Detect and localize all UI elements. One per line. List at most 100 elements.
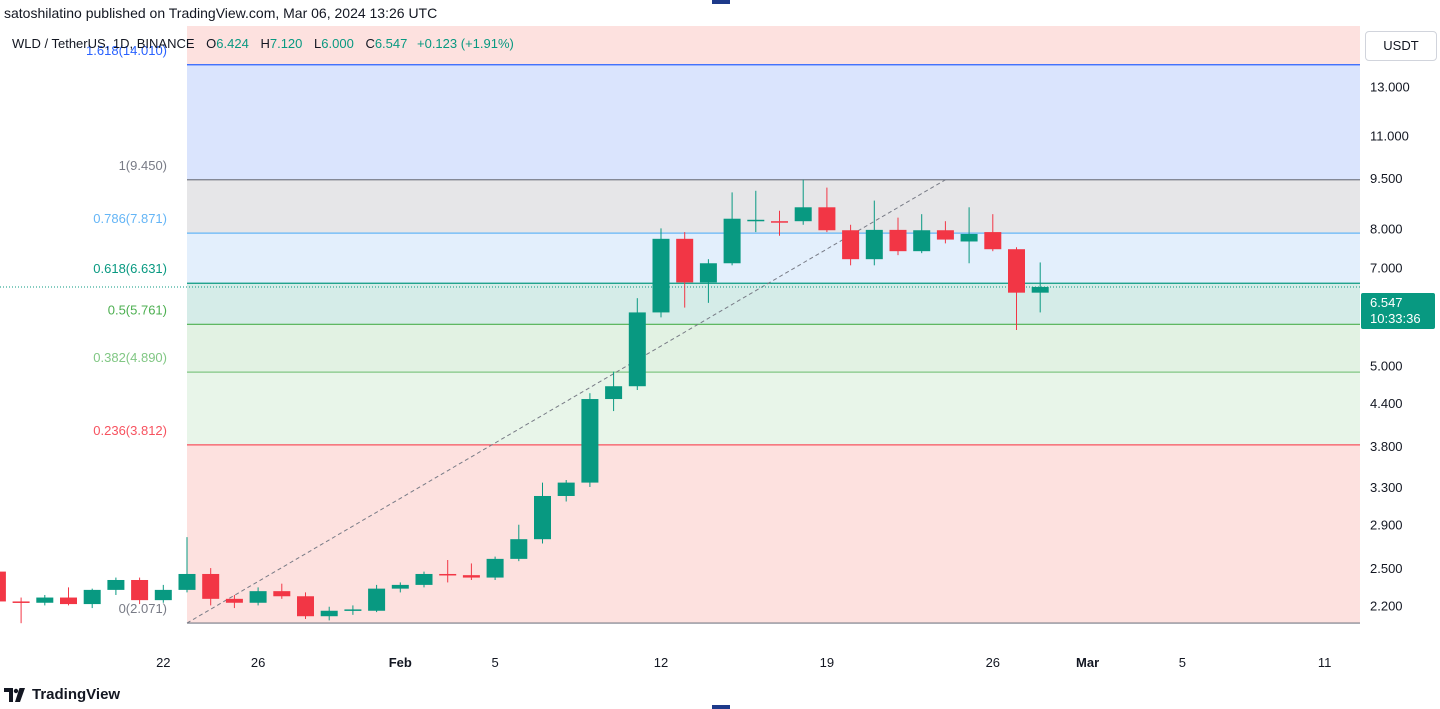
candle-body	[12, 601, 30, 603]
bar-countdown: 10:33:36	[1370, 311, 1421, 326]
candle-body	[368, 588, 386, 611]
candle-body	[1008, 249, 1025, 293]
candle-body	[178, 573, 196, 590]
open-label: O	[206, 36, 217, 51]
symbol-legend: WLD / TetherUS, 1D, BINANCE O6.424 H7.12…	[12, 36, 514, 51]
fib-level-label: 0.236(3.812)	[93, 423, 167, 438]
fib-zone-1	[187, 64, 1360, 180]
candle-body	[249, 591, 267, 603]
candle-body	[747, 219, 765, 222]
candle-body	[628, 312, 646, 387]
time-tick-label: 11	[1318, 655, 1332, 670]
candle-body	[984, 232, 1002, 250]
candle-body	[889, 229, 907, 252]
tradingview-brand: TradingView	[32, 686, 121, 703]
candle-body	[936, 230, 954, 240]
candle-body	[297, 596, 314, 617]
chart-svg[interactable]: 1.618(14.010) 1(9.450) 0.786(7.871) 0.618(6…	[0, 26, 1440, 676]
high-label: H	[260, 36, 270, 51]
last-price-badge: 6.547 10:33:36	[1361, 293, 1435, 329]
top-edge-marker	[712, 0, 730, 4]
currency-selector[interactable]: USDT	[1365, 31, 1437, 61]
candle-body	[605, 386, 623, 400]
last-price-value: 6.547	[1370, 295, 1403, 310]
time-tick-label: Mar	[1076, 655, 1099, 670]
candle-body	[865, 229, 883, 260]
candle-body	[83, 589, 101, 605]
time-tick-label: Feb	[389, 655, 412, 670]
candle-body	[36, 597, 54, 603]
candle-body	[676, 238, 694, 283]
candle-body	[557, 482, 575, 496]
time-tick-label: 19	[820, 655, 834, 670]
candle-body	[202, 573, 220, 599]
fib-level-label: 0.382(4.890)	[93, 350, 167, 365]
candle-body	[154, 589, 172, 601]
time-tick-label: 22	[156, 655, 170, 670]
fib-level-label: 0.618(6.631)	[93, 261, 167, 276]
candle-body	[581, 399, 599, 483]
candle-body	[486, 558, 504, 578]
price-tick-label: 2.500	[1370, 561, 1403, 576]
time-tick-label: 5	[1179, 655, 1186, 670]
fib-level-label: 1.618(14.010)	[86, 43, 167, 58]
fib-level-label: 0(2.071)	[119, 601, 167, 616]
candle-body	[131, 579, 149, 601]
candle-body	[0, 571, 6, 602]
tradingview-logo[interactable]: TradingView	[4, 686, 120, 703]
price-tick-label: 11.000	[1370, 128, 1409, 143]
fib-level-label: 0.5(5.761)	[108, 302, 167, 317]
candle-body	[273, 591, 291, 597]
price-tick-label: 9.500	[1370, 171, 1403, 186]
candle-body	[771, 221, 788, 223]
candle-body	[225, 598, 243, 603]
candle-body	[842, 230, 860, 260]
fib-zone-4	[187, 283, 1360, 325]
price-tick-label: 3.300	[1370, 480, 1403, 495]
time-tick-label: 26	[986, 655, 1000, 670]
candle-body	[60, 597, 77, 605]
close-label: C	[365, 36, 375, 51]
price-tick-label: 7.000	[1370, 260, 1403, 275]
chart-area[interactable]: 1.618(14.010) 1(9.450) 0.786(7.871) 0.618(6…	[0, 26, 1440, 676]
candle-body	[960, 233, 978, 242]
candle-body	[699, 263, 717, 283]
price-tick-label: 3.800	[1370, 439, 1403, 454]
candle-body	[723, 218, 741, 264]
price-tick-label: 2.200	[1370, 598, 1403, 613]
candle-body	[344, 609, 362, 611]
close-value: 6.547	[374, 36, 408, 51]
publisher-caption: satoshilatino published on TradingView.c…	[4, 5, 438, 21]
candle-body	[913, 230, 931, 252]
candle-body	[510, 539, 528, 559]
candle-body	[534, 495, 551, 540]
candle-body	[794, 207, 812, 222]
fib-zone-7	[187, 444, 1360, 624]
fib-zone-2	[187, 179, 1360, 234]
price-tick-label: 13.000	[1370, 80, 1410, 95]
low-value: 6.000	[321, 36, 354, 51]
candle-body	[415, 573, 433, 585]
symbol-title: WLD / TetherUS, 1D, BINANCE	[12, 36, 195, 51]
open-value: 6.424	[216, 36, 249, 51]
time-tick-label: 5	[491, 655, 498, 670]
candle-body	[652, 238, 670, 313]
fib-level-label: 0.786(7.871)	[93, 211, 167, 226]
candle-body	[107, 579, 125, 590]
fib-zone-5	[187, 324, 1360, 373]
tradingview-logo-icon	[4, 687, 25, 702]
price-tick-label: 8.000	[1370, 221, 1403, 236]
bottom-edge-marker	[712, 705, 730, 709]
candle-body	[1031, 286, 1049, 293]
high-value: 7.120	[269, 36, 303, 51]
candle-body	[462, 575, 480, 578]
candle-body	[320, 610, 338, 617]
price-tick-label: 4.400	[1370, 396, 1403, 411]
fib-zone-6	[187, 372, 1360, 445]
fib-level-label: 1(9.450)	[119, 158, 167, 173]
time-tick-label: 12	[654, 655, 668, 670]
price-tick-label: 5.000	[1370, 359, 1403, 374]
fib-zone-3	[187, 233, 1360, 284]
change-value: +0.123 (+1.91%)	[417, 36, 514, 51]
candle-body	[818, 207, 836, 231]
